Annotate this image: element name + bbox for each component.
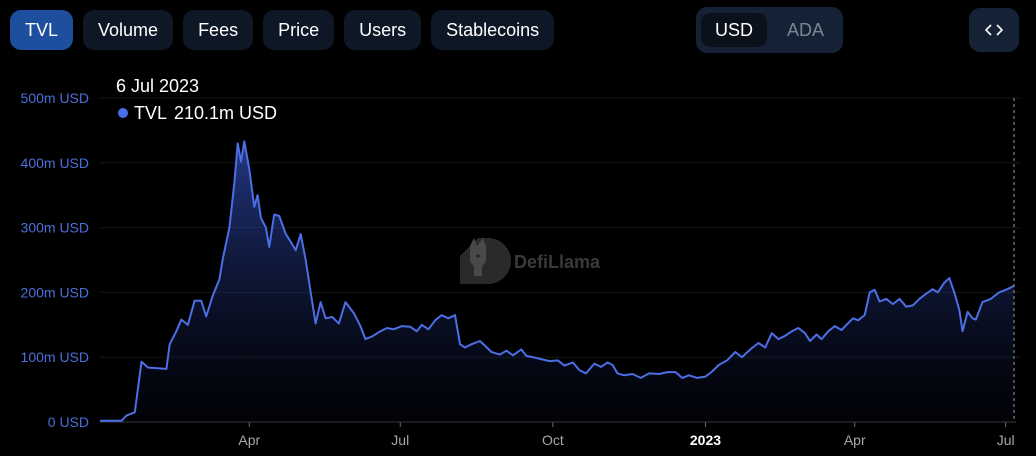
tab-volume[interactable]: Volume	[83, 10, 174, 50]
watermark: DefiLlama	[460, 238, 601, 284]
x-axis: Apr Jul Oct 2023 Apr Jul	[100, 421, 1016, 448]
y-tick-label: 100m USD	[21, 349, 89, 365]
llama-logo-icon	[460, 238, 511, 284]
tooltip-date: 6 Jul 2023	[116, 76, 199, 96]
tab-bar: TVL Volume Fees Price Users Stablecoins	[10, 10, 555, 50]
x-tick-label: Apr	[844, 432, 866, 448]
y-tick-label: 0 USD	[48, 414, 89, 430]
tab-tvl[interactable]: TVL	[10, 10, 74, 50]
x-tick-label: Oct	[542, 432, 564, 448]
currency-option-usd[interactable]: USD	[701, 13, 768, 47]
x-tick-label: Jul	[391, 432, 409, 448]
tooltip-value: 210.1m USD	[174, 103, 277, 123]
tvl-line	[100, 140, 1015, 422]
tab-fees[interactable]: Fees	[183, 10, 254, 50]
embed-button[interactable]	[969, 8, 1019, 52]
currency-toggle: USD ADA	[696, 7, 844, 53]
y-axis: 0 USD 100m USD 200m USD 300m USD 400m USD 500…	[21, 90, 89, 430]
tooltip: 6 Jul 2023 TVL 210.1m USD	[116, 76, 277, 123]
x-tick-label: 2023	[690, 432, 721, 448]
tab-users[interactable]: Users	[344, 10, 422, 50]
tooltip-series-name: TVL	[134, 103, 167, 123]
y-tick-label: 300m USD	[21, 220, 89, 236]
y-tick-label: 500m USD	[21, 90, 89, 106]
tab-price[interactable]: Price	[263, 10, 335, 50]
x-tick-label: Jul	[997, 432, 1015, 448]
tab-stablecoins[interactable]: Stablecoins	[431, 10, 555, 50]
tvl-area	[100, 141, 1014, 422]
watermark-text: DefiLlama	[514, 252, 601, 272]
x-tick-label: Apr	[238, 432, 260, 448]
y-tick-label: 200m USD	[21, 284, 89, 300]
y-tick-label: 400m USD	[21, 155, 89, 171]
currency-option-ada[interactable]: ADA	[787, 19, 825, 40]
tooltip-series-dot	[118, 108, 128, 118]
code-brackets-icon	[985, 24, 1003, 36]
